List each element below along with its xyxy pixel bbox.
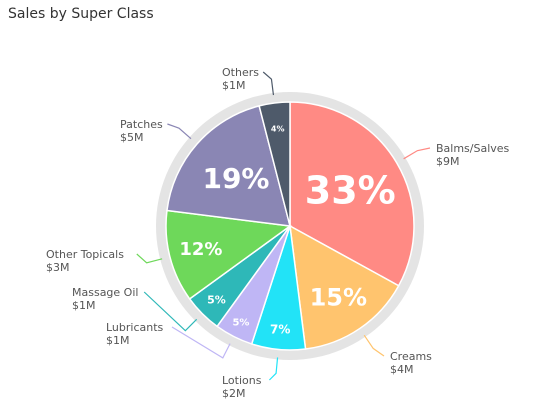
- leader-line-lotions: [268, 357, 279, 381]
- slice-percent-lotions: 7%: [270, 323, 290, 337]
- slice-value-lubricants: $1M: [106, 334, 130, 347]
- slice-name-lubricants: Lubricants: [106, 321, 164, 334]
- slice-value-other-topicals: $3M: [46, 261, 70, 274]
- leader-line-massage-oil: [143, 291, 198, 332]
- slice-patches[interactable]: [166, 104, 292, 227]
- slice-name-creams: Creams: [390, 350, 432, 363]
- slice-name-other-topicals: Other Topicals: [46, 248, 124, 261]
- leader-line-patches: [167, 123, 192, 140]
- slice-percent-massage-oil: 5%: [207, 293, 226, 306]
- slice-value-balms-salves: $9M: [436, 155, 460, 168]
- slice-percent-others: 4%: [271, 125, 285, 134]
- slice-value-others: $1M: [222, 79, 246, 92]
- leader-line-creams: [363, 334, 385, 357]
- leader-line-lubricants: [171, 326, 231, 359]
- slice-percent-patches: 19%: [202, 162, 269, 195]
- chart-title: Sales by Super Class: [8, 6, 154, 22]
- slice-other-topicals[interactable]: [165, 209, 292, 300]
- slice-value-lotions: $2M: [222, 387, 246, 400]
- slice-name-lotions: Lotions: [222, 374, 262, 387]
- slice-percent-other-topicals: 12%: [179, 239, 222, 260]
- slice-name-massage-oil: Massage Oil: [72, 286, 138, 299]
- slice-name-patches: Patches: [120, 118, 163, 131]
- slice-balms-salves[interactable]: [289, 101, 415, 287]
- leader-line-others: [262, 71, 275, 96]
- slice-creams[interactable]: [289, 224, 400, 350]
- slice-percent-balms-salves: 33%: [305, 169, 396, 213]
- slice-value-creams: $4M: [390, 363, 414, 376]
- slice-percent-creams: 15%: [310, 284, 367, 312]
- slice-others[interactable]: [258, 101, 291, 227]
- slice-name-balms-salves: Balms/Salves: [436, 142, 510, 155]
- slice-value-massage-oil: $1M: [72, 299, 96, 312]
- slice-percent-lubricants: 5%: [232, 318, 249, 329]
- slice-value-patches: $5M: [120, 131, 144, 144]
- slice-name-others: Others: [222, 66, 259, 79]
- leader-line-balms-salves: [403, 147, 431, 160]
- leader-line-other-topicals: [136, 253, 163, 264]
